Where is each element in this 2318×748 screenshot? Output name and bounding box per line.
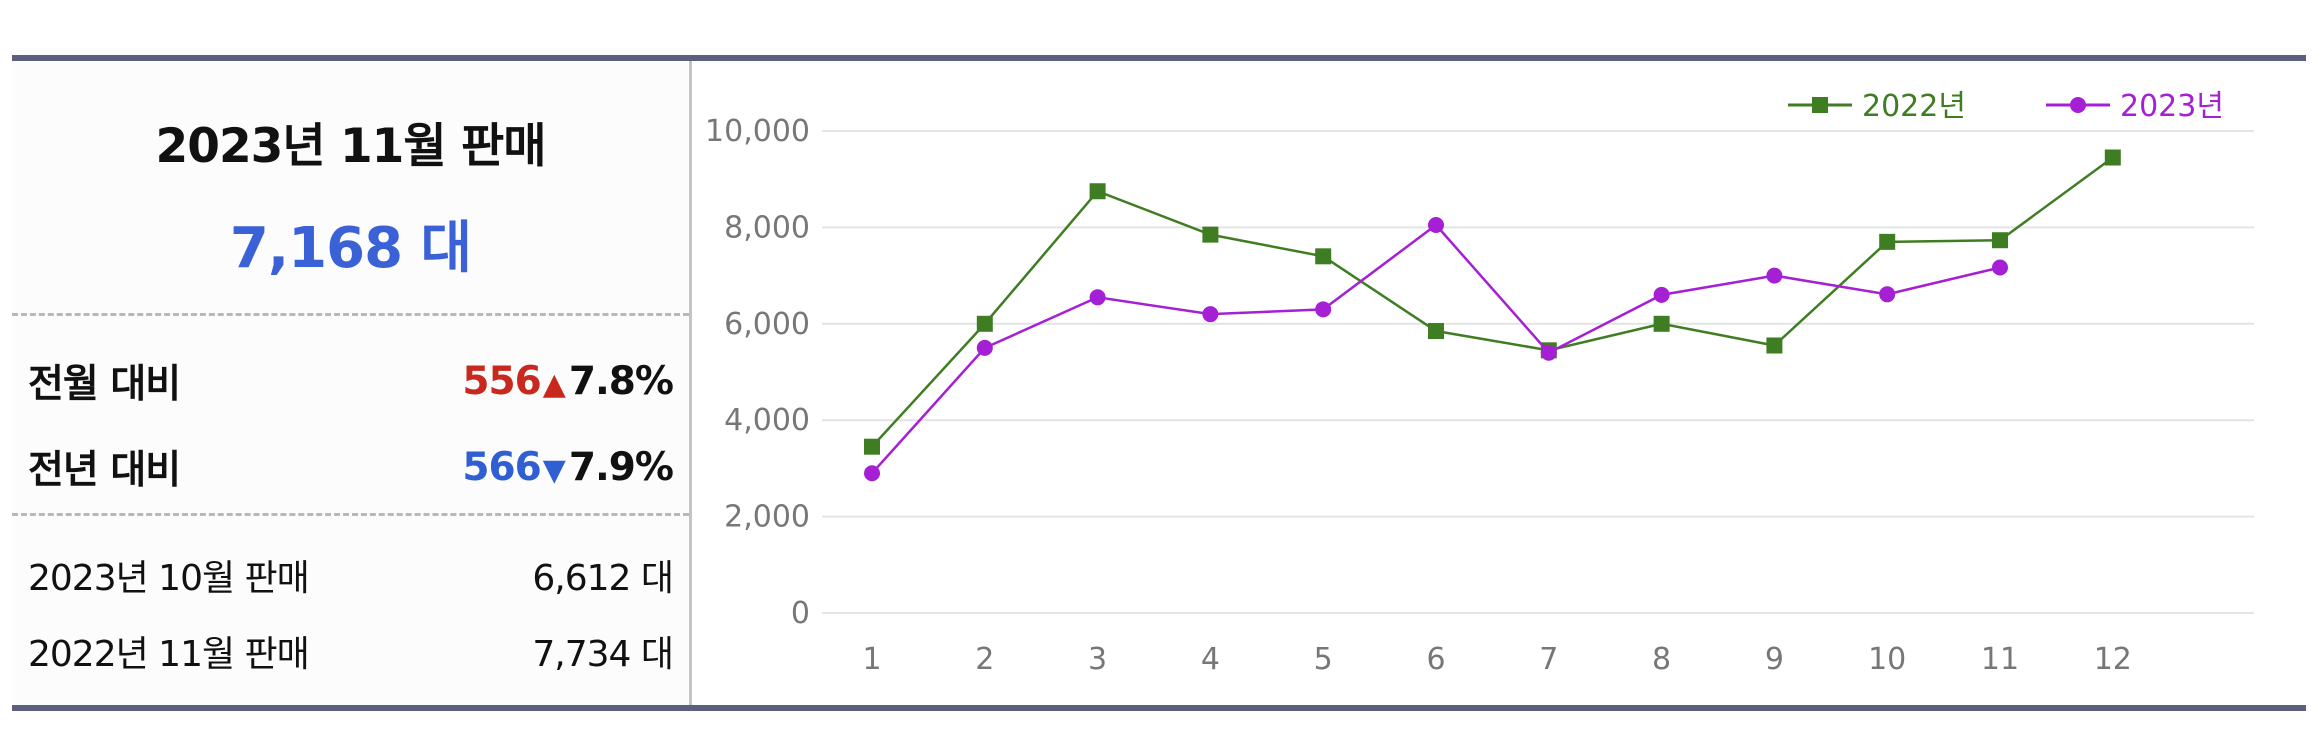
legend-label: 2023년	[2120, 89, 2224, 124]
data-point-circle	[976, 339, 993, 356]
y-tick-label: 0	[791, 596, 810, 631]
yoy-label: 전년 대비	[28, 448, 181, 493]
data-point-square	[1428, 323, 1444, 340]
data-point-circle	[1202, 306, 1219, 323]
data-point-square	[864, 438, 880, 455]
yoy-value: 566▼ 7.9%	[462, 444, 674, 490]
x-tick-label: 11	[1981, 642, 2019, 677]
down-arrow-icon: ▼	[542, 452, 566, 488]
data-point-square	[1089, 183, 1106, 200]
series-line-1	[871, 156, 2114, 448]
mom-label: 전월 대비	[28, 362, 181, 407]
mom-percent: 7.8%	[568, 358, 674, 404]
x-tick-label: 9	[1765, 642, 1784, 677]
x-tick-label: 6	[1426, 642, 1445, 677]
data-point-circle	[864, 465, 880, 482]
x-tick-label: 3	[1088, 642, 1107, 677]
data-point-square	[1992, 232, 2008, 249]
prev-year-label: 2022년 11월 판매	[28, 634, 310, 675]
data-point-circle	[1089, 289, 1106, 306]
prev-month-row: 2023년 10월 판매 6,612 대	[28, 549, 674, 601]
data-point-circle	[1879, 286, 1896, 303]
x-tick-label: 12	[2094, 642, 2132, 677]
x-tick-label: 1	[862, 642, 881, 677]
data-point-square	[1202, 226, 1219, 243]
y-tick-label: 10,000	[705, 114, 810, 149]
divider	[12, 313, 689, 316]
mom-change: 556	[462, 358, 541, 404]
yoy-row: 전년 대비 566▼ 7.9%	[28, 439, 674, 495]
legend-circle-icon	[2070, 97, 2086, 113]
x-tick-label: 8	[1652, 642, 1671, 677]
summary-total: 7,168 대	[229, 216, 472, 281]
y-tick-label: 8,000	[724, 210, 810, 245]
x-tick-label: 5	[1314, 642, 1333, 677]
x-tick-label: 4	[1201, 642, 1220, 677]
legend-label: 2022년	[1862, 89, 1966, 124]
data-point-square	[1766, 337, 1783, 354]
x-tick-label: 7	[1539, 642, 1558, 677]
data-point-square	[1315, 248, 1332, 265]
prev-month-label: 2023년 10월 판매	[28, 558, 310, 599]
y-tick-label: 2,000	[724, 500, 810, 535]
chart-panel: 0 2,000 4,000 6,000 8,000 10,000 1 2 3 4 5 6 7 8 9 10 11…	[692, 61, 2306, 705]
data-point-circle	[1540, 344, 1557, 361]
yoy-change: 566	[462, 444, 541, 490]
summary-panel: 2023년 11월 판매 7,168 대 전월 대비 556▲ 7.8% 전년 대…	[12, 61, 692, 705]
legend-square-icon	[1812, 97, 1828, 113]
data-point-square	[1653, 315, 1670, 332]
y-tick-label: 4,000	[724, 403, 810, 438]
data-point-circle	[1992, 259, 2008, 276]
data-point-square	[2104, 149, 2121, 166]
data-point-circle	[1653, 286, 1670, 303]
sales-widget: 2023년 11월 판매 7,168 대 전월 대비 556▲ 7.8% 전년 대…	[12, 55, 2306, 711]
data-point-square	[976, 315, 993, 332]
data-point-circle	[1766, 267, 1783, 284]
x-tick-label: 2	[975, 642, 994, 677]
mom-row: 전월 대비 556▲ 7.8%	[28, 353, 674, 409]
series-line-2	[871, 223, 2001, 475]
y-tick-label: 6,000	[724, 307, 810, 342]
prev-year-row: 2022년 11월 판매 7,734 대	[28, 625, 674, 677]
x-tick-label: 10	[1868, 642, 1906, 677]
data-point-circle	[1428, 216, 1444, 233]
data-point-circle	[1315, 301, 1332, 318]
prev-year-value: 7,734 대	[532, 634, 674, 675]
summary-title: 2023년 11월 판매	[155, 119, 547, 174]
prev-month-value: 6,612 대	[532, 558, 674, 599]
divider	[12, 513, 689, 516]
data-point-square	[1879, 233, 1896, 250]
yoy-percent: 7.9%	[568, 444, 674, 490]
up-arrow-icon: ▲	[542, 366, 566, 402]
mom-value: 556▲ 7.8%	[462, 358, 674, 404]
